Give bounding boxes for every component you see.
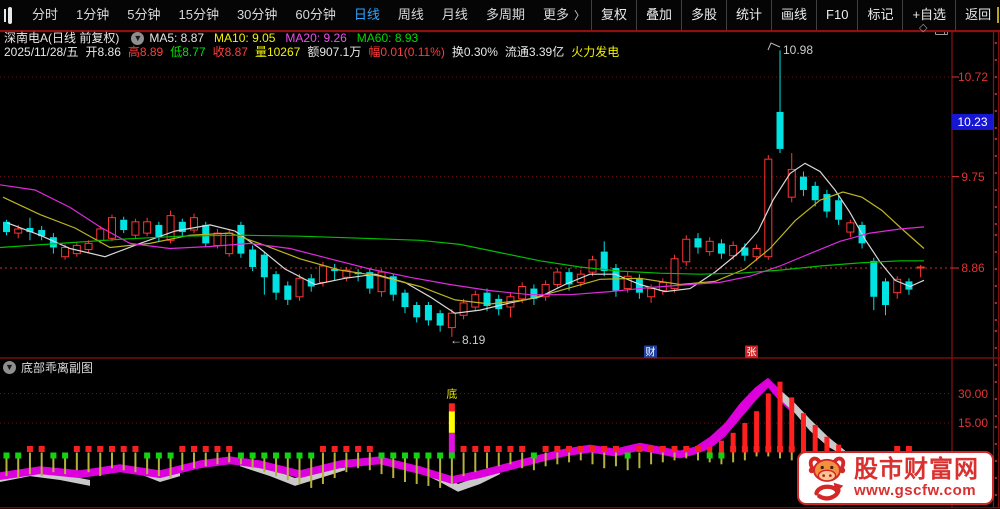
bottom-signal-bar: 底 xyxy=(446,386,457,453)
ma-line-MA5 xyxy=(6,162,925,314)
subchart-header: ▼ 底部乖离副图 xyxy=(3,359,93,376)
bull-logo-icon xyxy=(808,456,846,501)
ma-line-MA20 xyxy=(0,184,925,296)
tab-60分钟[interactable]: 60分钟 xyxy=(295,7,336,22)
button-叠加[interactable]: 叠加 xyxy=(635,0,681,30)
chart-borders xyxy=(0,31,1000,509)
button-统计[interactable]: 统计 xyxy=(726,0,771,30)
chevron-down-icon[interactable]: ▼ xyxy=(131,32,145,45)
event-marker xyxy=(644,345,657,358)
period-tabs: 分时 1分钟 5分钟 15分钟 30分钟 60分钟 日线 周线 月线 多周期 更多〉 xyxy=(23,0,591,30)
button-返回[interactable]: 返回 xyxy=(955,0,1000,30)
button-画线[interactable]: 画线 xyxy=(771,0,816,30)
button-复权[interactable]: 复权 xyxy=(590,0,636,30)
main-chart[interactable]: 底 10.98 ←8.19 财 张 xyxy=(0,31,1000,509)
button-F10[interactable]: F10 xyxy=(816,0,857,30)
split-pane-icon[interactable] xyxy=(4,6,12,24)
tab-分时[interactable]: 分时 xyxy=(32,7,59,22)
ma-line-MA60 xyxy=(0,234,924,275)
watermark-site-name: 股市财富网 xyxy=(854,456,979,483)
event-marker xyxy=(745,345,758,358)
tab-月线[interactable]: 月线 xyxy=(441,7,468,22)
tab-多周期[interactable]: 多周期 xyxy=(485,7,525,22)
annotations: 10.98 ←8.19 财 张 xyxy=(450,42,813,359)
tab-周线[interactable]: 周线 xyxy=(397,7,424,22)
tab-更多[interactable]: 更多 xyxy=(542,7,569,22)
tab-日线[interactable]: 日线 xyxy=(353,7,380,22)
toolbar-edge-mark xyxy=(997,7,999,23)
svg-text:财: 财 xyxy=(646,346,656,359)
collapse-chevron-icon[interactable]: ▼ xyxy=(3,361,16,374)
watermark-site-url: www.gscfw.com xyxy=(854,482,977,499)
toolbar: 分时 1分钟 5分钟 15分钟 30分钟 60分钟 日线 周线 月线 多周期 更多〉 复权 叠加 多股统… xyxy=(0,0,1000,31)
subchart-title: 底部乖离副图 xyxy=(21,361,94,375)
candlestick-pane xyxy=(3,50,925,337)
gridlines xyxy=(0,76,959,424)
tab-5分钟[interactable]: 5分钟 xyxy=(127,7,161,22)
svg-text:张: 张 xyxy=(747,347,757,359)
tab-1分钟[interactable]: 1分钟 xyxy=(76,7,110,22)
subchart-squares xyxy=(3,446,912,459)
toolbar-buttons: 复权 叠加 多股 统计 画线 F10 标记 +自选 返回 xyxy=(590,0,1000,30)
right-strip xyxy=(994,42,997,496)
svg-text:底: 底 xyxy=(446,386,457,400)
button-标记[interactable]: 标记 xyxy=(857,0,902,30)
svg-text:←8.19: ←8.19 xyxy=(450,333,486,347)
tab-15分钟[interactable]: 15分钟 xyxy=(178,7,219,22)
tab-30分钟[interactable]: 30分钟 xyxy=(236,7,278,22)
diamond-icon[interactable]: ◇ xyxy=(919,22,928,34)
more-chevron-icon: 〉 xyxy=(573,10,585,22)
button-多股[interactable]: 多股 xyxy=(681,0,726,30)
watermark: 股市财富网 www.gscfw.com xyxy=(797,451,994,505)
ma-line-MA10 xyxy=(2,191,925,305)
ma-lines xyxy=(0,162,925,314)
subchart-peak-bars xyxy=(707,381,842,453)
svg-text:10.98: 10.98 xyxy=(783,43,813,57)
button-+自选[interactable]: +自选 xyxy=(902,0,955,30)
